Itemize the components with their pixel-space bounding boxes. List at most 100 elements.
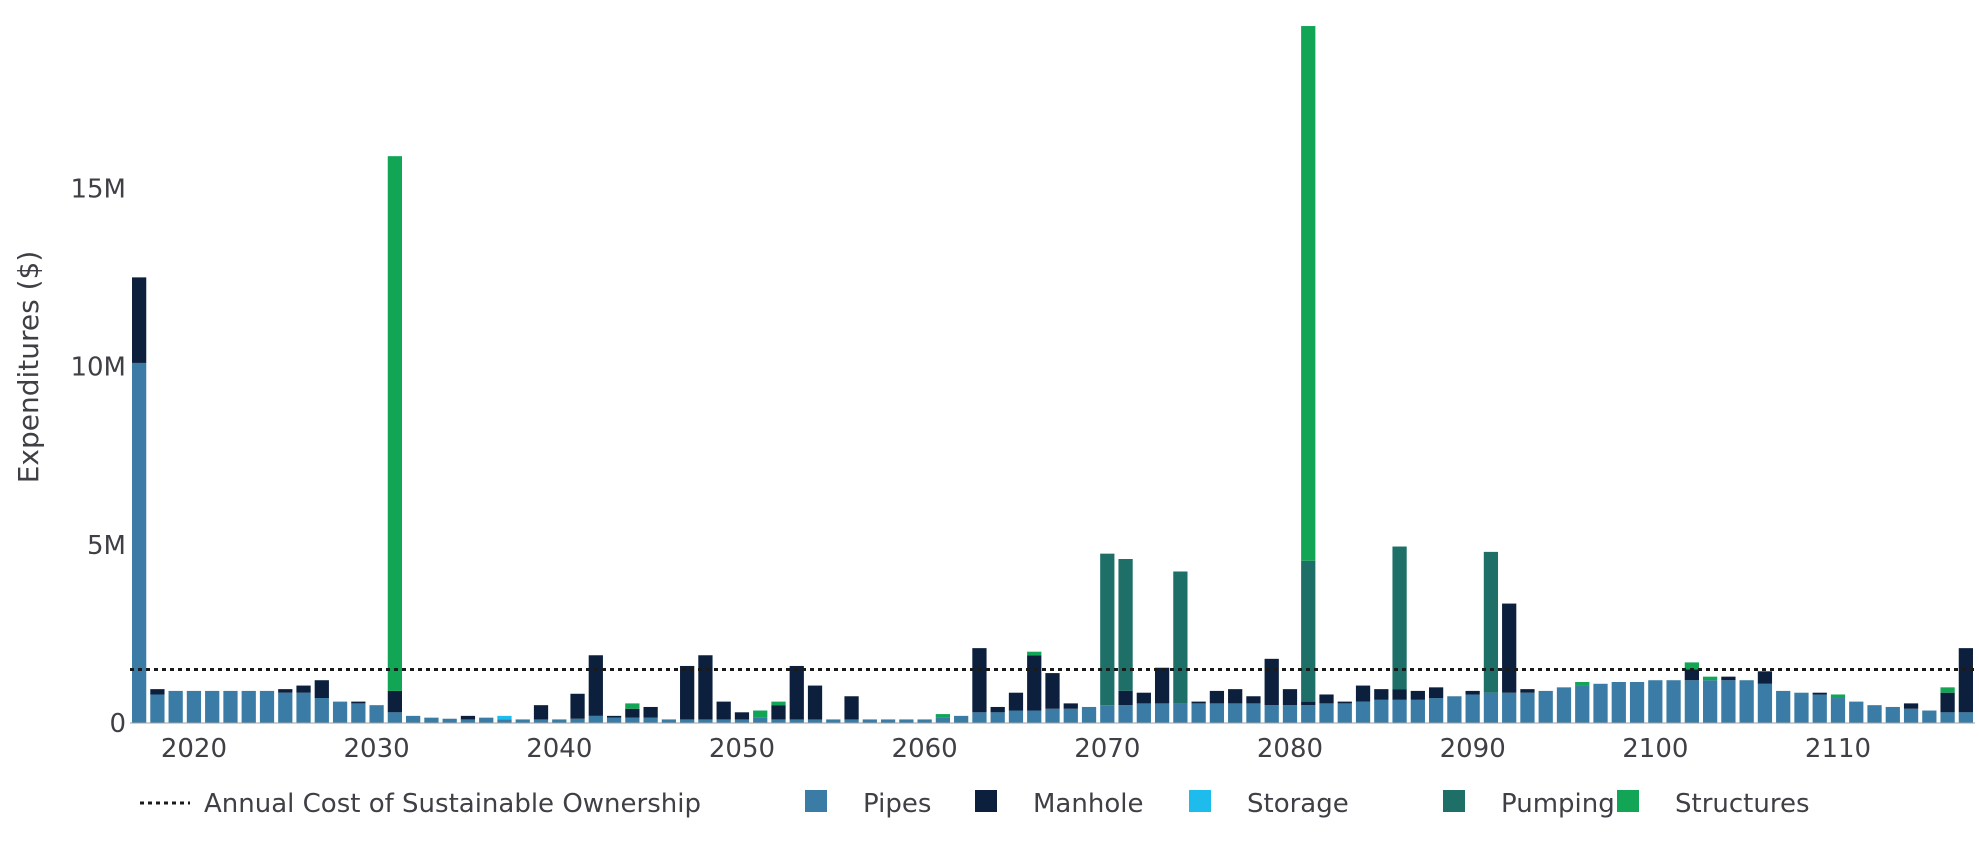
bar-segment-manhole-2053	[789, 665, 804, 720]
bar-segment-manhole-2054	[807, 685, 823, 720]
bar-segment-pipes-2093	[1520, 692, 1535, 723]
y-tick-label-10M: 10M	[70, 353, 126, 383]
bar-segment-structures-2081	[1301, 26, 1316, 561]
bar-segment-pipes-2062	[954, 715, 969, 723]
bar-segment-pipes-2080	[1282, 705, 1298, 723]
bar-segment-pipes-2109	[1812, 694, 1827, 723]
bar-segment-manhole-2092	[1502, 603, 1517, 693]
bar-segment-pipes-2073	[1154, 703, 1170, 723]
bar-segment-manhole-2078	[1246, 696, 1261, 704]
bar-segment-pipes-2021	[205, 690, 220, 723]
legend-swatch-manhole	[975, 790, 997, 812]
bar-segment-pipes-2086	[1392, 699, 1407, 723]
bar-segment-pipes-2029	[351, 703, 366, 723]
bar-segment-manhole-2050	[734, 712, 750, 720]
bar-segment-manhole-2085	[1374, 689, 1389, 700]
bar-segment-pipes-2106	[1757, 683, 1773, 723]
bar-segment-pipes-2017	[132, 362, 147, 723]
bar-segment-manhole-2087	[1410, 690, 1425, 700]
bar-segment-pipes-2031	[387, 712, 402, 723]
bar-segment-manhole-2056	[844, 696, 859, 720]
bar-segment-manhole-2052	[771, 705, 786, 720]
bars-layer	[132, 26, 1973, 723]
x-tick-label-2030: 2030	[344, 734, 410, 764]
bar-segment-pipes-2060	[917, 719, 932, 723]
bar-segment-manhole-2063	[972, 648, 987, 713]
legend-swatch-pumping	[1443, 790, 1465, 812]
bar-segment-manhole-2104	[1721, 676, 1736, 681]
bar-segment-pumping-2070	[1100, 553, 1115, 706]
y-tick-label-15M: 15M	[70, 174, 126, 204]
bar-segment-pipes-2046	[661, 719, 677, 723]
bar-segment-pipes-2098	[1611, 682, 1626, 723]
bar-segment-pipes-2102	[1684, 680, 1699, 723]
bar-segment-manhole-2081	[1301, 701, 1316, 706]
x-tick-label-2090: 2090	[1440, 734, 1506, 764]
bar-segment-pipes-2071	[1118, 705, 1133, 723]
bar-segment-pipes-2105	[1739, 680, 1754, 723]
bar-segment-pipes-2104	[1721, 680, 1736, 723]
bar-segment-pipes-2020	[186, 690, 202, 723]
bar-segment-pipes-2035	[460, 719, 476, 723]
bar-segment-manhole-2049	[716, 701, 731, 720]
bar-segment-pipes-2047	[680, 719, 695, 723]
bar-segment-manhole-2047	[680, 665, 695, 720]
bar-segment-pipes-2066	[1027, 710, 1042, 723]
bar-segment-manhole-2018	[150, 689, 165, 695]
bar-segment-pipes-2055	[826, 719, 841, 723]
bar-segment-manhole-2073	[1154, 667, 1170, 704]
bar-segment-pipes-2043	[606, 717, 622, 723]
bar-segment-pipes-2110	[1830, 698, 1846, 723]
bar-segment-structures-2031	[387, 156, 402, 691]
legend-swatch-storage	[1189, 790, 1211, 812]
bar-segment-manhole-2086	[1392, 689, 1407, 700]
bar-segment-pipes-2052	[771, 719, 786, 723]
bar-segment-pipes-2083	[1337, 703, 1352, 723]
bar-segment-pipes-2075	[1191, 703, 1206, 723]
bar-segment-pipes-2078	[1246, 703, 1261, 723]
y-tick-label-0: 0	[109, 709, 126, 739]
bar-segment-pipes-2063	[972, 712, 987, 723]
bar-segment-manhole-2044	[625, 708, 640, 718]
bar-segment-pipes-2085	[1374, 699, 1389, 723]
bar-segment-manhole-2064	[990, 706, 1005, 713]
bar-segment-pipes-2033	[424, 717, 439, 723]
bar-segment-pipes-2059	[899, 719, 914, 723]
x-tick-label-2020: 2020	[161, 734, 227, 764]
y-axis-title-group: Expenditures ($)	[12, 251, 45, 484]
bar-segment-manhole-2066	[1027, 655, 1042, 711]
bar-segment-pumping-2071	[1118, 559, 1133, 691]
bar-segment-manhole-2083	[1337, 701, 1352, 704]
x-tick-label-2050: 2050	[709, 734, 775, 764]
bar-segment-pipes-2024	[259, 690, 275, 723]
bar-segment-manhole-2082	[1319, 694, 1334, 704]
bar-segment-manhole-2109	[1812, 692, 1827, 695]
bar-segment-pipes-2099	[1629, 682, 1645, 723]
bar-segment-pipes-2034	[442, 718, 457, 723]
bar-segment-manhole-2031	[387, 690, 402, 713]
bar-segment-pipes-2103	[1703, 680, 1718, 723]
bar-segment-pipes-2040	[552, 719, 567, 723]
bar-segment-manhole-2076	[1209, 690, 1225, 704]
legend: Annual Cost of Sustainable Ownership Pipe…	[140, 789, 1810, 819]
bar-segment-pipes-2061	[935, 717, 951, 723]
bar-segment-manhole-2102	[1684, 669, 1699, 681]
bar-segment-pipes-2054	[807, 719, 823, 723]
bar-segment-pipes-2019	[168, 690, 183, 723]
bar-segment-pipes-2079	[1264, 705, 1279, 723]
bar-segment-pipes-2050	[734, 719, 750, 723]
bar-segment-manhole-2026	[296, 685, 311, 693]
bar-segment-pipes-2107	[1776, 690, 1791, 723]
bar-segment-structures-2116	[1940, 687, 1955, 693]
bar-segment-manhole-2088	[1428, 687, 1444, 699]
bar-segment-manhole-2075	[1191, 701, 1206, 704]
bar-segment-pipes-2111	[1849, 701, 1864, 723]
bar-segment-pipes-2058	[880, 719, 896, 723]
bar-segment-manhole-2065	[1008, 692, 1024, 711]
bar-segment-pumping-2091	[1483, 551, 1499, 693]
bar-segment-manhole-2116	[1940, 692, 1955, 713]
bar-segment-pipes-2053	[789, 719, 804, 723]
bar-segment-pumping-2081	[1301, 560, 1316, 702]
bar-segment-pipes-2025	[278, 692, 293, 723]
bar-segment-structures-2051	[753, 710, 768, 718]
